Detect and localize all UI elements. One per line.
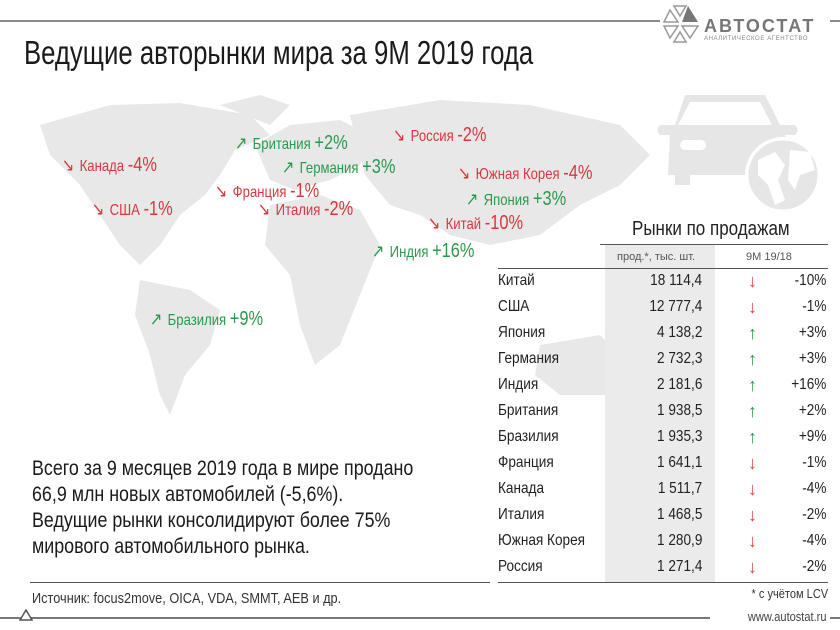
table-row: Германия 2 732,3 ↑ +3%	[498, 349, 826, 369]
arrow-down-icon: ↓	[748, 271, 757, 291]
table-row: Канада 1 511,7 ↓ -4%	[498, 479, 826, 499]
arrow-up-icon: ↑	[748, 323, 757, 343]
arrow-down-icon: ↓	[748, 479, 757, 499]
summary-text: Всего за 9 месяцев 2019 года в мире прод…	[32, 457, 414, 558]
column-header-sales: прод.*, тыс. шт.	[617, 251, 696, 263]
header-divider-right	[830, 20, 840, 22]
logo-name: АВТОСТАТ	[704, 16, 816, 36]
arrow-up-icon: ↑	[748, 375, 757, 395]
footer-divider-right	[830, 617, 840, 619]
table-row: Бразилия 1 935,3 ↑ +9%	[498, 427, 826, 447]
map-label-japan: ↗ Япония +3%	[466, 188, 567, 210]
arrow-down-icon: ↓	[748, 297, 757, 317]
table-row: США 12 777,4 ↓ -1%	[498, 297, 826, 317]
table-row: Япония 4 138,2 ↑ +3%	[498, 323, 826, 343]
logo-subtitle: АНАЛИТИЧЕСКОЕ АГЕНТСТВО	[704, 36, 809, 42]
header-divider	[0, 20, 660, 22]
map-label-britain: ↗ Британия +2%	[235, 132, 348, 154]
arrow-up-icon: ↑	[748, 427, 757, 447]
arrow-down-icon: ↘	[393, 125, 406, 145]
arrow-up-icon: ↗	[466, 189, 479, 209]
table-row: Россия 1 271,4 ↓ -2%	[498, 557, 826, 577]
map-label-brazil: ↗ Бразилия +9%	[150, 308, 264, 330]
column-header-change: 9М 19/18	[746, 251, 792, 263]
table-row: Британия 1 938,5 ↑ +2%	[498, 401, 826, 421]
map-label-italy: ↘ Италия -2%	[258, 198, 354, 220]
page-title: Ведущие авторынки мира за 9М 2019 года	[24, 34, 534, 71]
website-link[interactable]: www.autostat.ru	[747, 609, 826, 624]
logo-hexagon-icon	[662, 5, 700, 43]
footer-triangle-icon	[19, 609, 33, 621]
table-header-rule	[600, 244, 828, 245]
map-label-india: ↗ Индия +16%	[372, 240, 475, 262]
table-row: Италия 1 468,5 ↓ -2%	[498, 505, 826, 525]
arrow-up-icon: ↑	[748, 401, 757, 421]
map-label-russia: ↘ Россия -2%	[393, 124, 487, 146]
arrow-down-icon: ↘	[458, 163, 471, 183]
table-row: Индия 2 181,6 ↑ +16%	[498, 375, 826, 395]
map-label-usa: ↘ США -1%	[92, 198, 173, 220]
arrow-down-icon: ↓	[748, 531, 757, 551]
map-label-germany: ↗ Германия +3%	[282, 156, 396, 178]
arrow-down-icon: ↓	[748, 453, 757, 473]
arrow-down-icon: ↘	[428, 213, 441, 233]
table-row: Китай 18 114,4 ↓ -10%	[498, 271, 826, 291]
arrow-down-icon: ↘	[62, 155, 75, 175]
source-text: Источник: focus2move, OICA, VDA, SMMT, A…	[32, 590, 342, 607]
arrow-down-icon: ↘	[215, 181, 228, 201]
arrow-up-icon: ↑	[748, 349, 757, 369]
map-label-canada: ↘ Канада -4%	[62, 154, 157, 176]
table-top-rule	[498, 268, 828, 269]
autostat-logo: АВТОСТАТ АНАЛИТИЧЕСКОЕ АГЕНТСТВО	[660, 2, 830, 46]
arrow-down-icon: ↓	[748, 505, 757, 525]
arrow-up-icon: ↗	[372, 241, 385, 261]
table-row: Франция 1 641,1 ↓ -1%	[498, 453, 826, 473]
table-row: Южная Корея 1 280,9 ↓ -4%	[498, 531, 826, 551]
table-footnote: * с учётом LCV	[751, 586, 828, 601]
map-label-south-korea: ↘ Южная Корея -4%	[458, 162, 593, 184]
footer-divider	[0, 617, 710, 619]
arrow-down-icon: ↘	[92, 199, 105, 219]
sales-column-shade	[605, 245, 715, 582]
map-label-china: ↘ Китай -10%	[428, 212, 524, 234]
map-label-france: ↘ Франция -1%	[215, 180, 320, 202]
arrow-down-icon: ↓	[748, 557, 757, 577]
table-title: Рынки по продажам	[632, 218, 790, 240]
source-divider	[30, 582, 490, 583]
car-globe-icon	[657, 95, 821, 213]
arrow-up-icon: ↗	[282, 157, 295, 177]
table-bottom-rule	[498, 582, 828, 583]
arrow-up-icon: ↗	[235, 133, 248, 153]
arrow-up-icon: ↗	[150, 309, 163, 329]
arrow-down-icon: ↘	[258, 199, 271, 219]
